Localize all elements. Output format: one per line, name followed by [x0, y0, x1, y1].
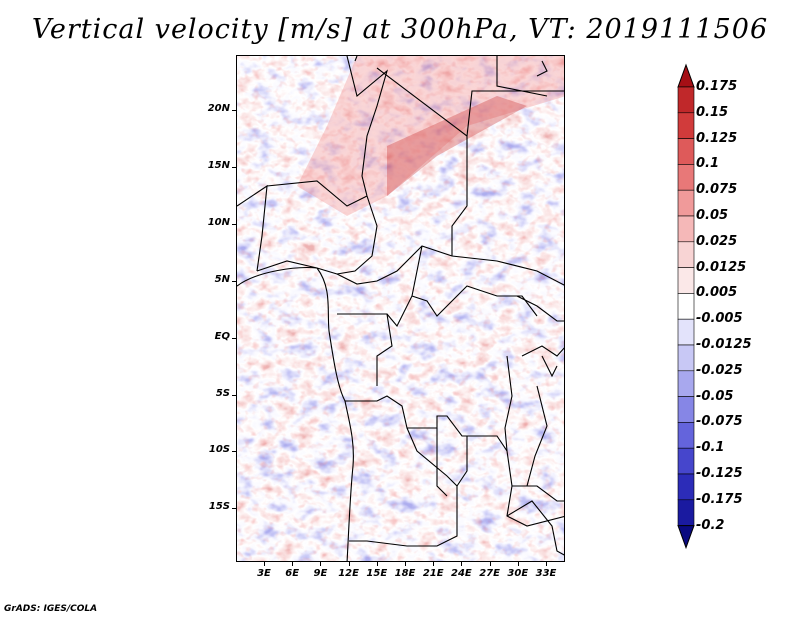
lon-label: 18E — [394, 568, 416, 579]
lon-label: 27E — [479, 568, 500, 579]
colorbar-segment — [677, 112, 695, 139]
colorbar-label: 0.175 — [696, 79, 738, 94]
colorbar-label: 0.125 — [696, 130, 738, 146]
lon-tick — [405, 562, 406, 566]
lat-label: 20N — [207, 103, 230, 114]
lon-tick — [292, 562, 294, 566]
colorbar-label: -0.2 — [696, 517, 725, 533]
lon-tick — [461, 562, 463, 566]
colorbar-segment — [677, 164, 695, 191]
colorbar-label: -0.1 — [696, 440, 725, 456]
colorbar-segment — [677, 138, 695, 165]
grads-credit: GrADS: IGES/COLA — [4, 604, 98, 614]
velocity-field-map — [237, 56, 564, 561]
lon-tick — [376, 562, 378, 566]
colorbar-bottom-arrow — [677, 525, 695, 550]
lon-label: 12E — [338, 568, 359, 579]
colorbar-segment — [677, 344, 695, 372]
colorbar-label: 0.025 — [696, 233, 738, 249]
colorbar-segment — [677, 473, 695, 501]
lon-tick — [517, 562, 519, 566]
colorbar-label: -0.0125 — [696, 337, 752, 352]
colorbar-label: -0.05 — [696, 388, 734, 404]
colorbar-segment — [677, 422, 695, 449]
colorbar-label: 0.075 — [696, 182, 738, 198]
lon-label: 33E — [535, 568, 557, 579]
lon-tick — [489, 562, 491, 566]
colorbar-segment — [677, 241, 695, 268]
colorbar-segment — [677, 293, 695, 320]
lat-label: 15N — [207, 159, 230, 171]
colorbar-label: 0.0125 — [696, 259, 747, 275]
lat-label: EQ — [214, 330, 230, 342]
lon-label: 30E — [507, 568, 529, 579]
map-panel[interactable] — [236, 55, 565, 562]
lat-label: 10N — [207, 216, 230, 228]
lat-label: 15S — [208, 501, 230, 513]
colorbar-label: 0.05 — [696, 208, 729, 223]
lon-tick — [546, 562, 547, 566]
colorbar-label: -0.125 — [696, 466, 743, 481]
lat-tick — [232, 166, 236, 168]
lon-tick — [320, 562, 322, 566]
lon-tick — [348, 562, 350, 566]
colorbar-top-arrow — [677, 63, 695, 88]
colorbar-segment — [677, 499, 695, 526]
lat-label: 5N — [214, 273, 230, 285]
colorbar-label: -0.175 — [696, 491, 743, 507]
colorbar-label: 0.1 — [696, 156, 720, 172]
lat-label: 5S — [215, 387, 230, 399]
lat-tick — [232, 280, 236, 282]
colorbar-segment — [677, 447, 695, 475]
colorbar-segment — [677, 215, 695, 243]
lon-label: 24E — [451, 568, 472, 579]
lon-label: 6E — [285, 568, 300, 579]
colorbar-label: 0.15 — [696, 104, 729, 120]
lon-label: 21E — [422, 568, 444, 579]
lat-tick — [232, 110, 236, 111]
lat-tick — [232, 451, 236, 453]
lon-label: 9E — [313, 568, 328, 579]
colorbar-segment — [677, 267, 695, 294]
lon-label: 3E — [257, 568, 271, 579]
colorbar-segment — [677, 396, 695, 423]
colorbar-segment — [677, 86, 695, 114]
colorbar-label: -0.075 — [696, 414, 743, 430]
lat-tick — [232, 337, 236, 339]
lon-tick — [433, 562, 435, 566]
colorbar-label: -0.005 — [696, 311, 743, 327]
map-title: Vertical velocity [m/s] at 300hPa, VT: 2… — [31, 14, 769, 45]
colorbar-label: -0.025 — [696, 362, 743, 378]
colorbar-segment — [677, 189, 695, 217]
colorbar-label: 0.005 — [696, 285, 738, 301]
lat-label: 10S — [208, 444, 230, 456]
lat-tick — [232, 508, 236, 510]
colorbar-segment — [677, 318, 695, 346]
lat-tick — [232, 394, 236, 396]
colorbar — [677, 63, 695, 550]
lat-tick — [232, 223, 236, 225]
lon-tick — [264, 562, 265, 566]
lon-label: 15E — [366, 568, 388, 579]
colorbar-segment — [677, 370, 695, 397]
